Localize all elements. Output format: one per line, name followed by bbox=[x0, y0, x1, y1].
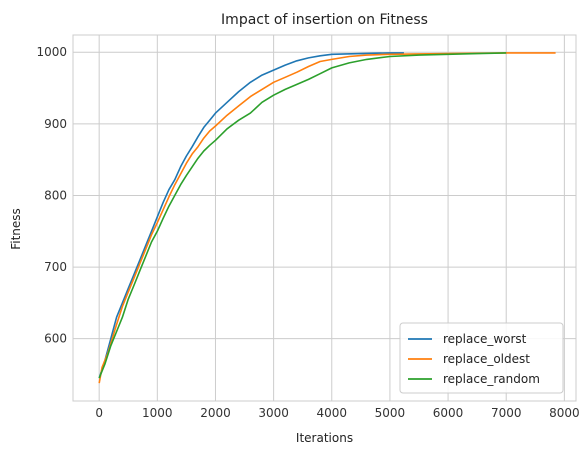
plot-border bbox=[72, 34, 577, 402]
x-tick-label: 1000 bbox=[142, 406, 173, 420]
series-line-replace-oldest bbox=[98, 52, 556, 384]
series-line-replace-worst bbox=[98, 52, 404, 379]
legend-box bbox=[399, 322, 564, 394]
y-tick-label: 900 bbox=[44, 117, 67, 131]
x-tick-label: 3000 bbox=[258, 406, 289, 420]
legend-label: replace_worst bbox=[443, 332, 527, 346]
x-tick-label: 2000 bbox=[200, 406, 231, 420]
tick-labels: 0 1000 2000 3000 4000 5000 6000 7000 8000 600 700 8… bbox=[36, 45, 579, 420]
series-line-replace-random bbox=[98, 52, 507, 379]
x-axis-label: Iterations bbox=[296, 431, 353, 445]
grid-lines bbox=[73, 35, 576, 401]
x-tick-label: 4000 bbox=[316, 406, 347, 420]
x-tick-label: 8000 bbox=[549, 406, 580, 420]
y-tick-label: 1000 bbox=[36, 45, 67, 59]
plot-frame bbox=[72, 34, 577, 402]
x-tick-label: 5000 bbox=[375, 406, 406, 420]
x-tick-label: 0 bbox=[95, 406, 103, 420]
legend-label: replace_oldest bbox=[443, 352, 530, 366]
series-lines bbox=[98, 52, 556, 384]
y-tick-label: 600 bbox=[44, 332, 67, 346]
y-axis-label: Fitness bbox=[9, 208, 23, 250]
legend-label: replace_random bbox=[443, 372, 540, 386]
x-tick-label: 6000 bbox=[433, 406, 464, 420]
chart-title: Impact of insertion on Fitness bbox=[221, 12, 428, 28]
legend: replace_worst replace_oldest replace_rando… bbox=[399, 322, 564, 394]
x-tick-label: 7000 bbox=[491, 406, 522, 420]
y-tick-label: 800 bbox=[44, 188, 67, 202]
y-tick-label: 700 bbox=[44, 260, 67, 274]
